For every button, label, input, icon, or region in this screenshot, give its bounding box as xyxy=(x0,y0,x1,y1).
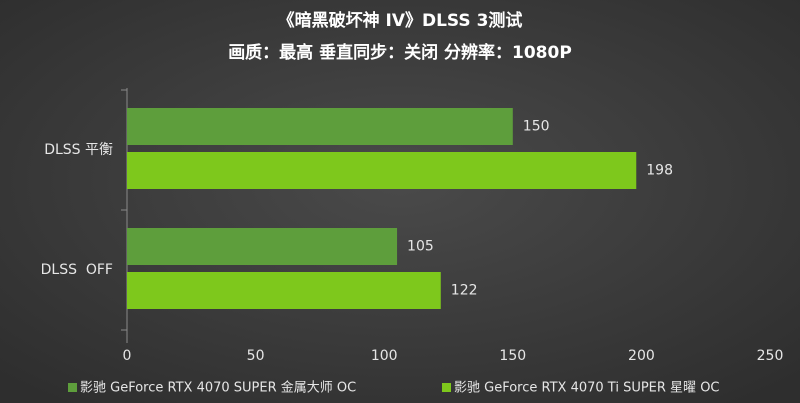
y-tick-label: DLSS 平衡 xyxy=(44,142,113,158)
bar xyxy=(127,228,398,265)
x-tick-label: 100 xyxy=(371,348,398,364)
x-tick-label: 0 xyxy=(123,348,132,364)
bar xyxy=(127,272,441,309)
x-tick-label: 150 xyxy=(499,348,526,364)
chart-title: 《暗黑破坏神 IV》DLSS 3测试 xyxy=(278,10,523,31)
x-tick-label: 50 xyxy=(247,348,265,364)
legend-swatch xyxy=(68,383,77,392)
y-tick-label: DLSS OFF xyxy=(41,262,113,278)
bar xyxy=(127,108,513,145)
legend-label: 影驰 GeForce RTX 4070 SUPER 金属大师 OC xyxy=(80,380,356,396)
x-tick-label: 200 xyxy=(628,348,655,364)
chart-subtitle: 画质：最高 垂直同步：关闭 分辨率：1080P xyxy=(228,42,572,63)
value-label: 150 xyxy=(523,119,550,135)
legend-swatch xyxy=(442,383,451,392)
x-tick-label: 250 xyxy=(757,348,784,364)
value-label: 105 xyxy=(407,239,434,255)
value-label: 198 xyxy=(646,163,673,179)
bar xyxy=(127,152,637,189)
value-label: 122 xyxy=(451,283,478,299)
legend-label: 影驰 GeForce RTX 4070 Ti SUPER 星曜 OC xyxy=(454,381,720,396)
